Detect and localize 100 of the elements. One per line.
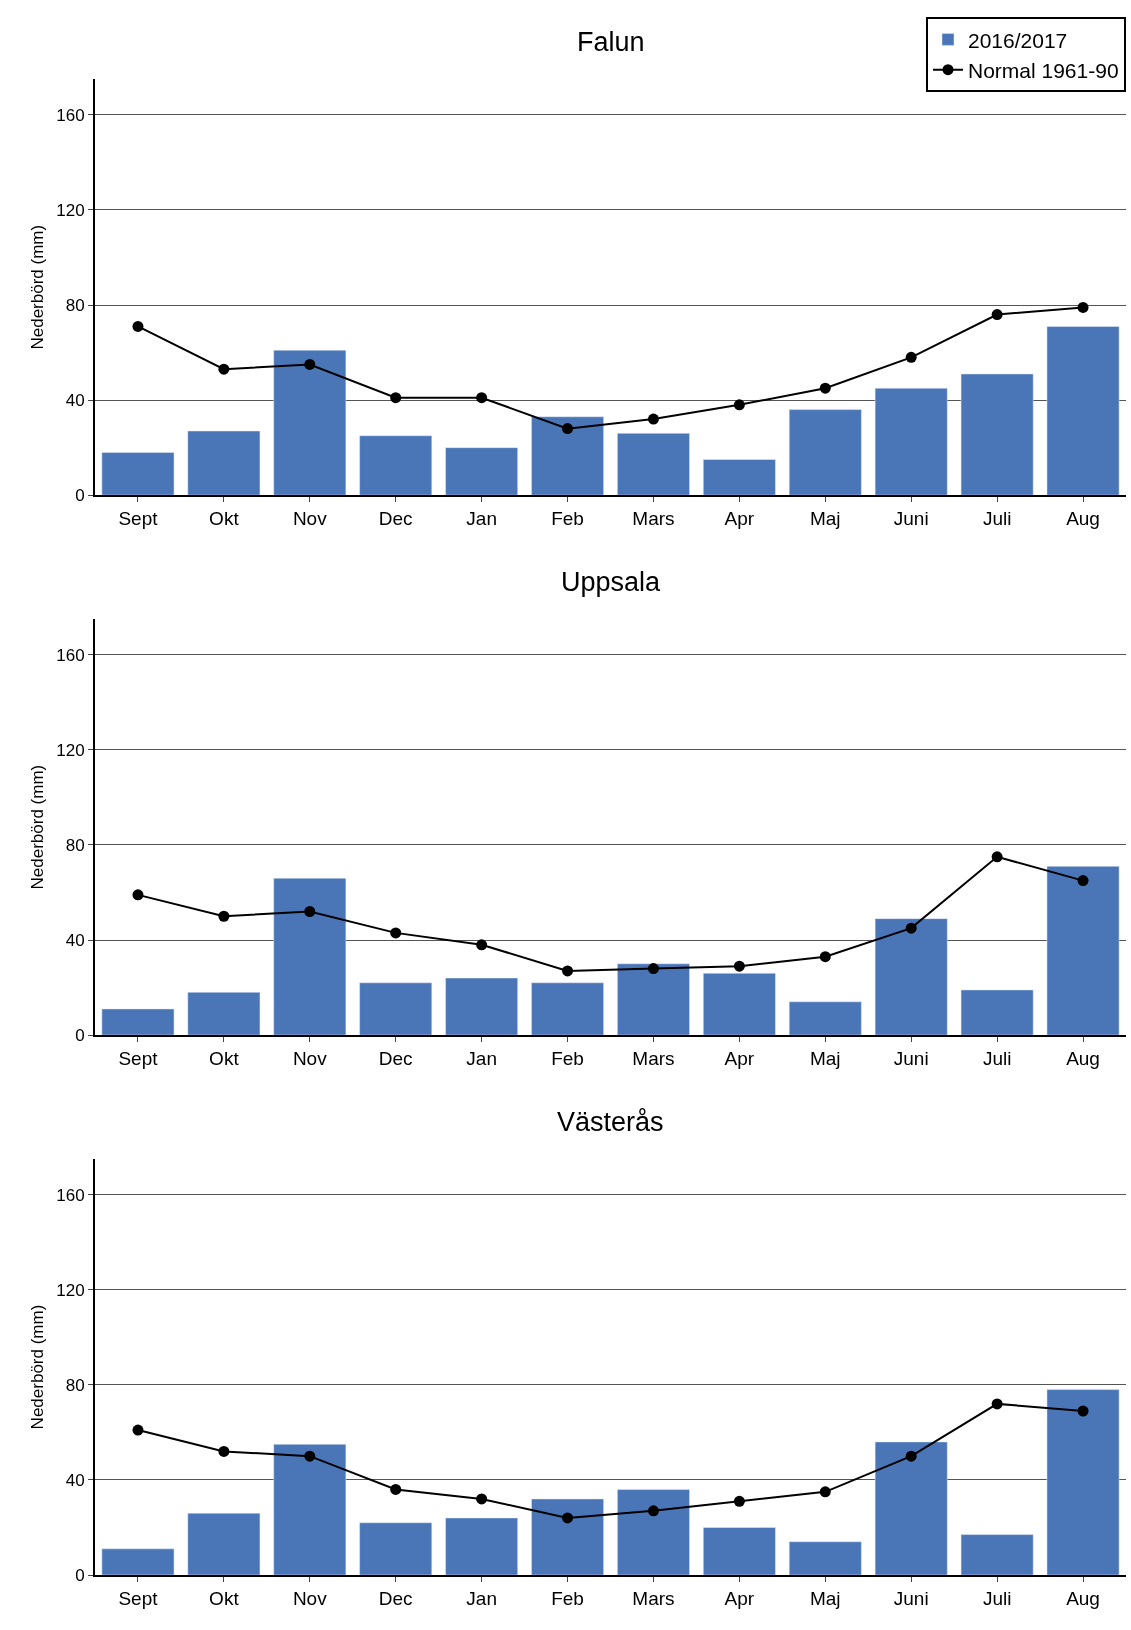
- bar: [788, 1001, 862, 1036]
- bar: [874, 387, 948, 496]
- x-tick-label: Juni: [893, 507, 929, 529]
- x-tick-label: Aug: [1066, 1587, 1100, 1609]
- point: [476, 939, 488, 951]
- point: [390, 392, 402, 404]
- point: [132, 1424, 144, 1436]
- y-tick-label: 120: [56, 200, 85, 220]
- x-tick-label: Okt: [209, 1047, 240, 1069]
- point: [905, 1450, 917, 1462]
- bar: [788, 1541, 862, 1575]
- bar: [788, 409, 862, 496]
- x-tick-label: Okt: [209, 507, 240, 529]
- y-axis-title: Nederbörd (mm): [28, 1304, 48, 1430]
- point: [304, 1450, 316, 1462]
- bar: [101, 452, 175, 496]
- bar: [703, 459, 776, 496]
- point: [647, 413, 659, 425]
- point: [218, 910, 230, 922]
- point: [218, 1445, 230, 1457]
- x-tick-label: Sept: [118, 507, 159, 529]
- x-tick-label: Feb: [551, 1047, 584, 1069]
- point: [304, 906, 316, 917]
- x-tick-label: Dec: [378, 1587, 413, 1609]
- bar: [960, 1534, 1034, 1575]
- bar: [187, 430, 261, 496]
- x-tick-label: Maj: [809, 1047, 841, 1069]
- x-tick-label: Juni: [893, 1047, 929, 1069]
- x-tick-label: Juli: [982, 1587, 1012, 1609]
- x-tick-label: Maj: [809, 507, 841, 529]
- y-tick-label: 80: [65, 1375, 85, 1395]
- x-tick-label: Jan: [466, 1047, 497, 1069]
- chart-title: Västerås: [557, 1107, 664, 1137]
- bar: [874, 1441, 948, 1575]
- bar: [874, 918, 948, 1036]
- bar: [101, 1548, 175, 1575]
- x-tick-label: Feb: [551, 1587, 584, 1609]
- y-tick-label: 0: [75, 1565, 85, 1585]
- x-tick-label: Juli: [982, 1047, 1012, 1069]
- bar: [960, 989, 1034, 1036]
- point: [1077, 875, 1089, 887]
- x-tick-label: Maj: [809, 1587, 841, 1609]
- legend-label: Normal 1961-90: [968, 58, 1119, 82]
- point: [647, 963, 659, 975]
- bar: [187, 1512, 261, 1575]
- x-tick-label: Aug: [1066, 507, 1100, 529]
- y-tick-label: 40: [65, 1470, 85, 1490]
- x-tick-label: Apr: [724, 1047, 755, 1069]
- bar: [531, 416, 604, 496]
- point: [476, 392, 488, 404]
- point: [132, 320, 144, 332]
- bar: [187, 992, 261, 1036]
- bar: [359, 435, 433, 496]
- bar: [531, 1498, 604, 1575]
- x-tick-label: Mars: [632, 1587, 675, 1609]
- x-tick-label: Juli: [982, 507, 1012, 529]
- y-tick-label: 40: [65, 391, 85, 411]
- x-tick-label: Sept: [118, 1047, 159, 1069]
- point: [905, 922, 917, 934]
- bar: [960, 373, 1034, 496]
- bar: [273, 349, 347, 496]
- y-tick-label: 0: [75, 486, 85, 506]
- bar: [617, 1489, 690, 1575]
- y-axis-title: Nederbörd (mm): [28, 224, 48, 350]
- x-tick-label: Mars: [632, 507, 675, 529]
- point: [647, 1505, 659, 1517]
- chart-title: Uppsala: [561, 567, 662, 597]
- x-tick-label: Okt: [209, 1587, 240, 1609]
- bar: [617, 433, 690, 496]
- chart-title: Falun: [577, 27, 645, 57]
- point: [390, 1483, 402, 1495]
- x-tick-label: Nov: [292, 1587, 328, 1609]
- point: [733, 1495, 745, 1507]
- y-tick-label: 120: [56, 740, 85, 760]
- bar: [273, 1444, 347, 1575]
- x-tick-label: Jan: [466, 507, 497, 529]
- x-tick-label: Sept: [118, 1587, 159, 1609]
- point: [991, 851, 1003, 863]
- y-tick-label: 0: [75, 1026, 85, 1046]
- point: [218, 363, 230, 375]
- point: [991, 309, 1003, 321]
- x-tick-label: Nov: [292, 507, 328, 529]
- point: [1077, 1405, 1089, 1417]
- point: [390, 927, 402, 939]
- point: [819, 951, 831, 963]
- x-tick-label: Nov: [292, 1047, 328, 1069]
- point: [991, 1398, 1003, 1410]
- bar: [703, 1527, 776, 1575]
- point: [733, 399, 745, 411]
- point: [1077, 301, 1089, 313]
- x-tick-label: Aug: [1066, 1047, 1100, 1069]
- x-tick-label: Dec: [378, 507, 413, 529]
- point: [304, 358, 316, 370]
- x-tick-label: Jan: [466, 1587, 497, 1609]
- bar: [359, 1522, 433, 1575]
- y-tick-label: 160: [56, 105, 85, 125]
- bar: [1046, 866, 1120, 1036]
- bar: [531, 982, 604, 1036]
- point: [562, 1512, 574, 1524]
- point: [562, 423, 574, 435]
